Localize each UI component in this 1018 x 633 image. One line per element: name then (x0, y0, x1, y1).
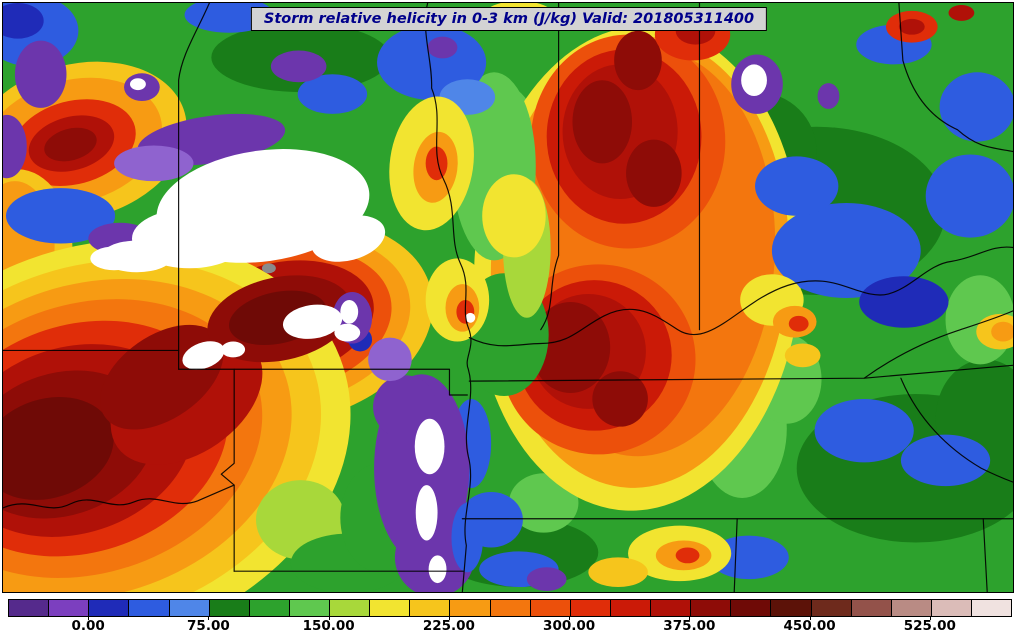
colorbar-tick-label: 75.00 (187, 618, 230, 633)
white-extreme-patches (90, 64, 767, 584)
colorbar-segment (691, 600, 732, 616)
colorbar-segment (289, 600, 330, 616)
colorbar-segment (9, 600, 50, 616)
colorbar-segment (570, 600, 611, 616)
colorbar-segment (651, 600, 692, 616)
colorbar-tick-label: 300.00 (543, 618, 596, 633)
colorbar-segment (89, 600, 130, 616)
colorbar-segment (490, 600, 531, 616)
blue-patches (3, 3, 1013, 588)
colorbar-segment (129, 600, 170, 616)
map-title-box: Storm relative helicity in 0-3 km (J/kg)… (250, 7, 768, 31)
colorbar-segment (169, 600, 210, 616)
warm-east-system (452, 8, 802, 511)
colorbar-tick-label: 150.00 (302, 618, 355, 633)
colorbar-segment (49, 600, 90, 616)
colorbar-segment (811, 600, 852, 616)
map-title: Storm relative helicity in 0-3 km (J/kg)… (263, 11, 755, 27)
colorbar-segment (851, 600, 892, 616)
warm-small-patches (389, 3, 1013, 588)
state-borders (3, 3, 1013, 592)
colorbar-segment (771, 600, 812, 616)
colorbar-tick-label: 225.00 (422, 618, 475, 633)
colorbar-segment (610, 600, 651, 616)
colorbar-segment (249, 600, 290, 616)
colorbar-segment (410, 600, 451, 616)
helicity-field-svg (3, 3, 1013, 592)
colorbar-segment (731, 600, 772, 616)
colorbar (8, 599, 1012, 617)
colorbar-segment (330, 600, 371, 616)
colorbar-segment (931, 600, 972, 616)
colorbar-segment (891, 600, 932, 616)
colorbar-segment (450, 600, 491, 616)
colorbar-tick-label: 0.00 (71, 618, 105, 633)
colorbar-tick-label: 525.00 (903, 618, 956, 633)
colorbar-segment (209, 600, 250, 616)
colorbar-segment (530, 600, 571, 616)
colorbar-tick-label: 375.00 (663, 618, 716, 633)
colorbar-segment (370, 600, 411, 616)
colorbar-segment (972, 600, 1012, 616)
helicity-map (2, 2, 1014, 593)
colorbar-tick-label: 450.00 (783, 618, 836, 633)
